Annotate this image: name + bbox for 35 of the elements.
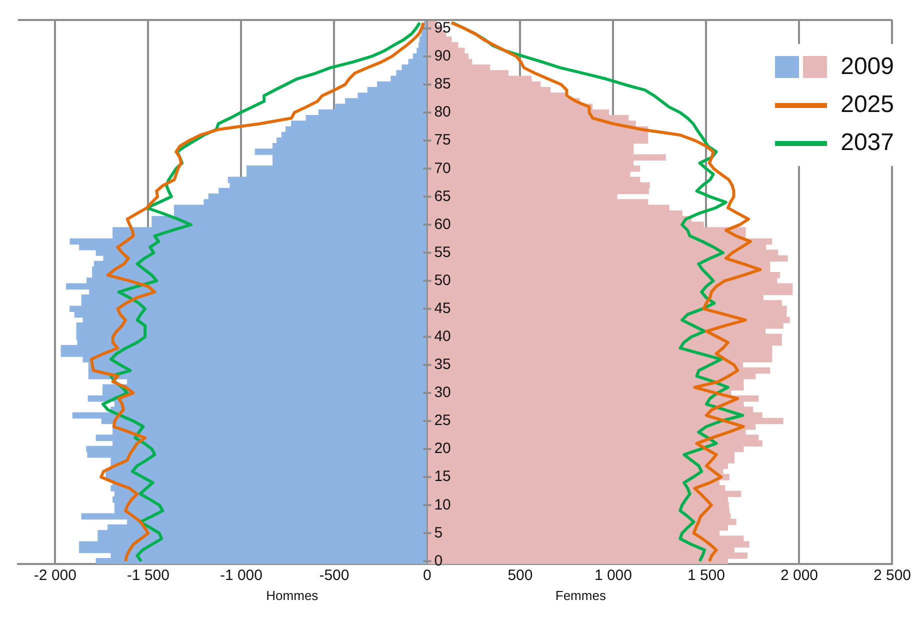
y-tick-label: 10 (434, 496, 451, 514)
text: Femmes (555, 588, 606, 604)
x-tick-label: -1 500 (126, 567, 170, 584)
legend-label: 2025 (840, 91, 894, 119)
text: Hommes (266, 588, 319, 604)
x-tick-label: 2 000 (780, 567, 818, 584)
y-tick-label: 15 (434, 468, 451, 486)
y-tick-label: 5 (434, 524, 443, 542)
x-tick-label: 1 500 (687, 567, 725, 584)
y-tick-label: 30 (434, 384, 451, 402)
x-tick-label: 2 500 (873, 567, 912, 584)
y-tick-label: 85 (434, 76, 451, 93)
legend-label: 2037 (840, 129, 894, 157)
x-tick-label: 0 (423, 567, 432, 584)
y-tick-label: 50 (434, 272, 451, 289)
y-tick-label: 55 (434, 244, 451, 261)
y-tick-label: 35 (434, 356, 451, 374)
legend-label: 2009 (840, 53, 894, 81)
y-tick-label: 40 (434, 328, 451, 346)
x-tick-label: -1 000 (220, 567, 262, 584)
y-tick-label: 80 (434, 104, 451, 121)
y-tick-label: 70 (434, 160, 451, 177)
y-tick-label: 60 (434, 216, 451, 233)
y-tick-label: 25 (434, 412, 451, 430)
y-tick-label: 65 (434, 188, 451, 205)
x-tick-label: -2 000 (34, 567, 76, 584)
y-tick-label: 75 (434, 132, 451, 149)
y-tick-label: 0 (434, 552, 443, 570)
x-tick-label: 500 (508, 567, 533, 584)
y-tick-label: 20 (434, 440, 451, 458)
y-tick-label: 95 (434, 20, 451, 37)
y-tick-label: 45 (434, 300, 451, 317)
x-tick-label: 1 000 (594, 567, 632, 584)
x-tick-label: -500 (319, 567, 350, 584)
y-tick-label: 90 (434, 48, 451, 65)
